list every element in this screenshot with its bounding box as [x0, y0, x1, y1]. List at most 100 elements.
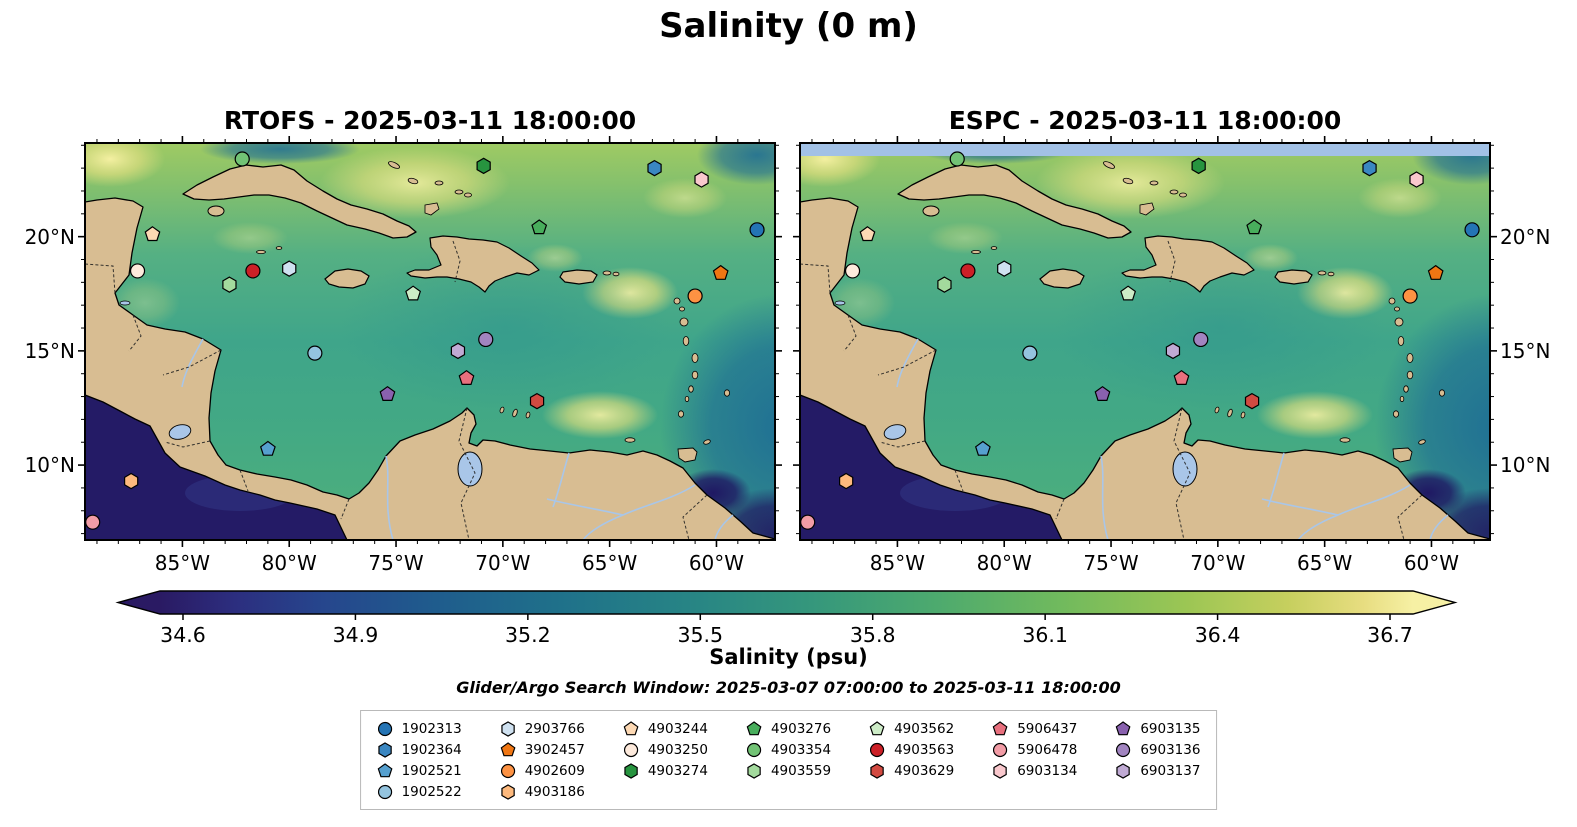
- float-marker-1902313-icon: [749, 222, 765, 238]
- float-marker-4903274-icon: [1191, 157, 1206, 175]
- float-marker-4903276-icon: [746, 720, 762, 735]
- legend-marker-icon: [624, 762, 638, 779]
- lon-tick-label: 70°W: [1190, 551, 1246, 575]
- float-marker-3902457-icon: [1427, 264, 1444, 280]
- figure-title: Salinity (0 m): [659, 6, 918, 46]
- legend-marker-icon: [377, 721, 392, 736]
- float-marker-6903135-icon: [1094, 385, 1111, 401]
- legend-float-id: 6903134: [1017, 762, 1078, 779]
- lon-tick-label: 75°W: [368, 551, 424, 575]
- legend-entry-4903563: 4903563: [869, 739, 954, 760]
- colorbar-tick-label: 35.2: [505, 623, 551, 647]
- legend-float-id: 4903563: [894, 741, 955, 758]
- float-marker-4903250-icon: [129, 263, 146, 279]
- float-marker-6903136-icon: [1116, 742, 1131, 757]
- float-marker-4903244-icon: [144, 226, 161, 242]
- legend-entry-4903274: 4903274: [623, 760, 708, 781]
- float-marker-4903562-icon: [1120, 285, 1137, 301]
- legend-entry-4902609: 4902609: [500, 760, 585, 781]
- legend-entry-6903134: 6903134: [992, 760, 1077, 781]
- lon-tick-label: 80°W: [261, 551, 317, 575]
- colorbar: 34.6 34.9 35.2 35.5 35.8 36.1 36.4 36.7: [115, 590, 1458, 647]
- float-marker-2903766-icon: [997, 260, 1012, 277]
- legend-marker-icon: [377, 784, 392, 799]
- float-marker-4903354-icon: [234, 151, 250, 167]
- legend-float-id: 3902457: [524, 741, 585, 758]
- legend-marker-icon: [623, 720, 639, 735]
- float-marker-6903137-icon: [1116, 762, 1131, 779]
- float-marker-1902521-icon: [259, 440, 276, 456]
- legend-entry-1902521: 1902521: [377, 760, 462, 781]
- float-marker-4903559-icon: [747, 762, 761, 779]
- legend-column: 6903135 6903136 6903137: [1115, 718, 1200, 802]
- float-marker-4903276-icon: [531, 219, 548, 235]
- lat-tick-label: 10°N: [24, 453, 75, 478]
- legend-entry-4903186: 4903186: [500, 781, 585, 802]
- lon-tick-label: 70°W: [475, 551, 531, 575]
- float-marker-4903629-icon: [529, 392, 545, 410]
- colorbar-tick-label: 36.7: [1367, 623, 1413, 647]
- float-marker-4903562-icon: [405, 285, 422, 301]
- legend-float-id: 4903354: [770, 741, 832, 758]
- float-marker-4903250-icon: [844, 263, 861, 279]
- colorbar-tick-label: 35.8: [850, 623, 896, 647]
- legend-entry-5906478: 5906478: [992, 739, 1077, 760]
- legend-entry-4903354: 4903354: [746, 739, 831, 760]
- legend-float-id: 4903274: [647, 762, 708, 779]
- float-marker-1902521-icon: [974, 440, 991, 456]
- float-marker-4903274-icon: [624, 762, 638, 779]
- colorbar-tick-label: 34.6: [160, 623, 206, 647]
- lon-tick-label: 65°W: [582, 551, 638, 575]
- legend-float-id: 1902521: [401, 762, 462, 779]
- legend-entry-4903250: 4903250: [623, 739, 708, 760]
- float-marker-2903766-icon: [500, 720, 515, 737]
- legend-marker-icon: [870, 762, 884, 779]
- float-marker-4903186-icon: [500, 783, 515, 800]
- float-marker-4903244-icon: [859, 226, 876, 242]
- legend-marker-icon: [869, 742, 885, 757]
- colorbar-label: Salinity (psu): [709, 645, 868, 669]
- legend-entry-4903559: 4903559: [746, 760, 831, 781]
- espc-missing-data-band: [801, 144, 1489, 156]
- float-marker-4903250-icon: [623, 742, 638, 757]
- colorbar-tick-label: 36.4: [1195, 623, 1241, 647]
- legend-marker-icon: [500, 763, 515, 778]
- float-marker-4903629-icon: [1244, 392, 1260, 410]
- map-frame: [799, 142, 1491, 541]
- legend-float-id: 6903135: [1140, 720, 1201, 737]
- float-marker-6903136-icon: [478, 331, 494, 348]
- float-marker-1902364-icon: [647, 159, 662, 177]
- legend-entry-6903135: 6903135: [1115, 718, 1200, 739]
- float-marker-1902522-icon: [377, 784, 392, 799]
- legend-marker-icon: [377, 741, 392, 758]
- legend-float-id: 4903562: [894, 720, 955, 737]
- map-panel-rtofs: [85, 143, 775, 540]
- legend-float-id: 4903250: [647, 741, 708, 758]
- legend-float-id: 5906437: [1017, 720, 1078, 737]
- legend-marker-icon: [747, 762, 761, 779]
- legend-entry-4903629: 4903629: [869, 760, 954, 781]
- legend-entry-3902457: 3902457: [500, 739, 585, 760]
- legend-marker-icon: [377, 762, 392, 777]
- colorbar-bar: [115, 590, 1458, 615]
- map-frame: [84, 142, 776, 541]
- lon-tick-label: 65°W: [1297, 551, 1353, 575]
- float-marker-6903134-icon: [1409, 171, 1424, 188]
- legend-entry-4903244: 4903244: [623, 718, 708, 739]
- colorbar-tick-label: 35.5: [677, 623, 723, 647]
- lat-tick-label: 20°N: [24, 224, 75, 249]
- lon-tick-label: 85°W: [869, 551, 926, 575]
- legend-marker-icon: [500, 720, 515, 737]
- legend-column: 2903766 3902457 4902609 4903186: [500, 718, 585, 802]
- search-window-subtitle: Glider/Argo Search Window: 2025-03-07 07…: [456, 678, 1121, 697]
- legend-float-id: 6903137: [1140, 762, 1201, 779]
- lon-tick-label: 85°W: [154, 551, 211, 575]
- lon-tick-label: 60°W: [688, 551, 745, 575]
- float-marker-4903354-icon: [746, 742, 762, 757]
- legend-column: 4903244 4903250 4903274: [623, 718, 708, 802]
- legend-marker-icon: [869, 720, 885, 735]
- legend-float-id: 4903186: [524, 783, 585, 800]
- float-marker-5906437-icon: [458, 369, 475, 385]
- map-panel-espc: [800, 143, 1490, 540]
- legend-entry-6903137: 6903137: [1115, 760, 1200, 781]
